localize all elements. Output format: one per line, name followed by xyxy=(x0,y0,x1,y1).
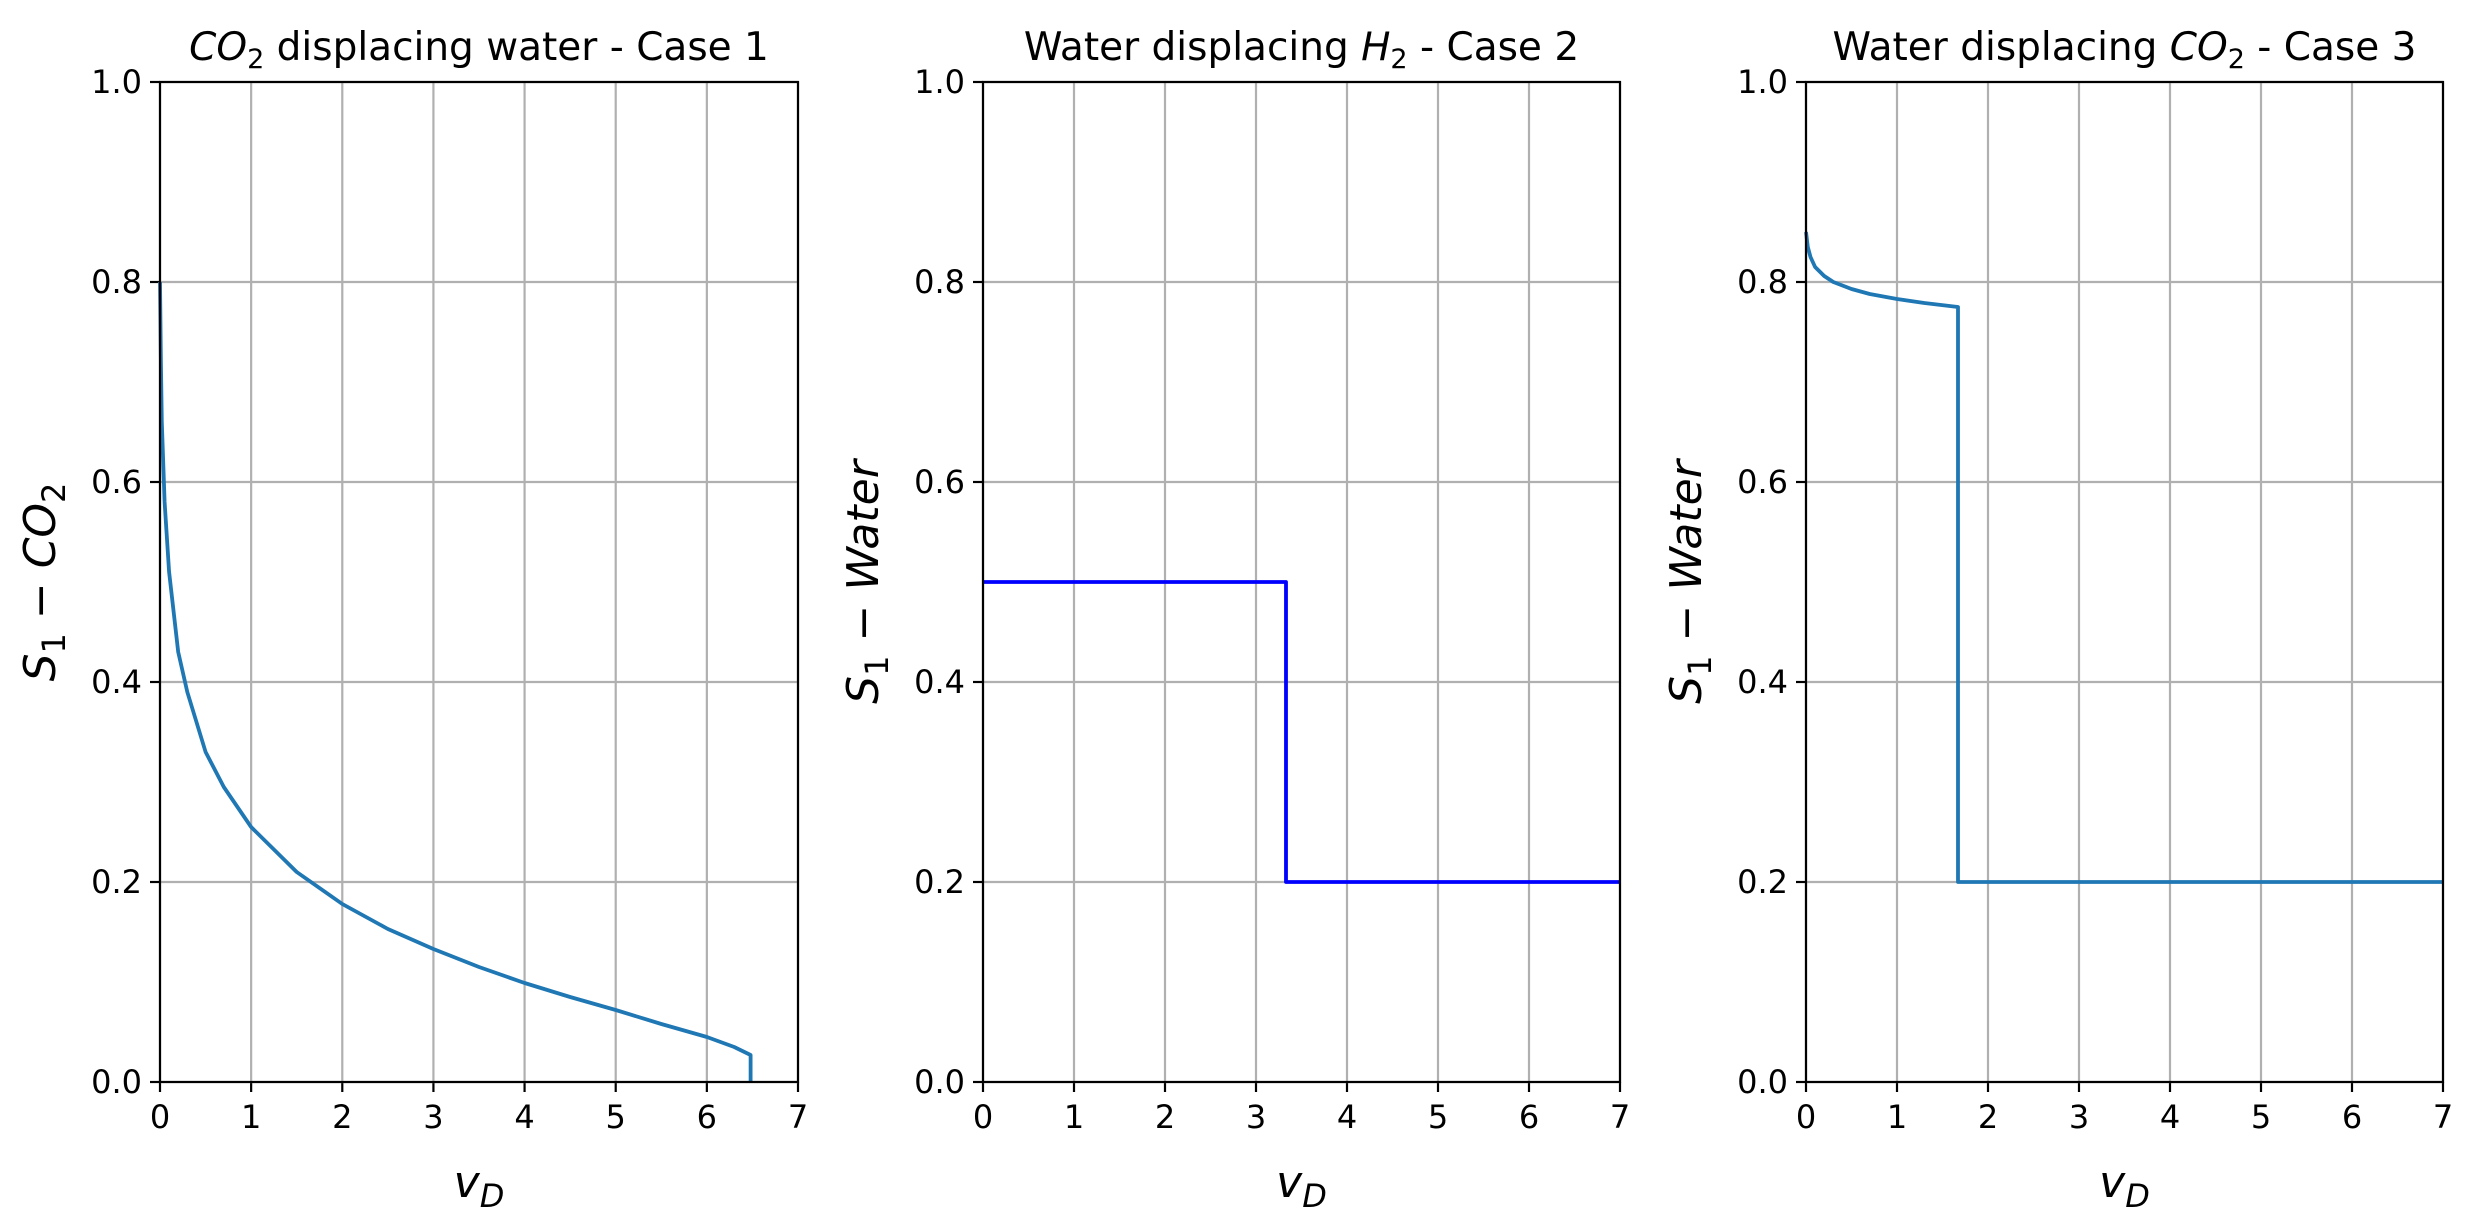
series-line-1 xyxy=(983,580,1620,884)
y-tick-label: 0.8 xyxy=(914,263,965,301)
series-line-1 xyxy=(158,281,753,1082)
y-axis-label-subscript: 1 xyxy=(35,633,73,653)
x-tick-label: 0 xyxy=(150,1098,170,1136)
x-tick-label: 4 xyxy=(514,1098,534,1136)
chart-title: Water displacing CO2 - Case 3 xyxy=(1833,25,2417,75)
x-tick-label: 7 xyxy=(788,1098,808,1136)
x-tick-label: 5 xyxy=(606,1098,626,1136)
x-tick-label: 7 xyxy=(2433,1098,2453,1136)
x-tick-label: 6 xyxy=(2342,1098,2362,1136)
y-tick-label: 0.6 xyxy=(1737,463,1788,501)
x-tick-label: 4 xyxy=(1337,1098,1357,1136)
y-axis-label-species: Water xyxy=(1661,457,1712,590)
x-tick-label: 3 xyxy=(2069,1098,2089,1136)
y-tick-label: 0.4 xyxy=(1737,663,1788,701)
x-axis-label: vD xyxy=(2099,1157,2150,1215)
axes-frame xyxy=(1804,80,2445,1084)
x-tick-label: 1 xyxy=(1064,1098,1084,1136)
y-tick-label: 1.0 xyxy=(1737,63,1788,101)
y-tick-label: 0.6 xyxy=(914,463,965,501)
y-tick-label: 1.0 xyxy=(91,63,142,101)
y-tick-label: 1.0 xyxy=(914,63,965,101)
title-text: displacing water - Case 1 xyxy=(264,25,769,70)
y-axis-label: S1 − CO2 xyxy=(15,483,73,682)
x-axis-label-main: v xyxy=(454,1157,481,1208)
x-tick-label: 2 xyxy=(1155,1098,1175,1136)
x-tick-label: 1 xyxy=(1887,1098,1907,1136)
x-tick-label: 1 xyxy=(241,1098,261,1136)
y-axis-label-main: S xyxy=(15,653,66,681)
title-subscript: 2 xyxy=(2228,44,2245,75)
x-tick-label: 3 xyxy=(423,1098,443,1136)
title-text: - Case 2 xyxy=(1408,25,1580,70)
x-tick-label: 2 xyxy=(1978,1098,1998,1136)
chart-panel-2: 0 1 2 3 4 5 6 7 0.0 0.2 0.4 0.6 0.8 1.0 Water displaci… xyxy=(838,25,1630,1215)
x-tick-label: 0 xyxy=(1796,1098,1816,1136)
y-tick-label: 0.4 xyxy=(91,663,142,701)
y-axis-label-subscript: 1 xyxy=(1681,656,1719,676)
y-axis-label-species: CO xyxy=(15,503,66,568)
y-axis-label: S1 − Water xyxy=(1661,457,1719,704)
axes-frame xyxy=(158,80,800,1084)
x-axis-label-subscript: D xyxy=(1302,1177,1327,1215)
x-tick-label: 6 xyxy=(697,1098,717,1136)
x-axis-label-main: v xyxy=(2099,1157,2126,1208)
chart-title: Water displacing H2 - Case 2 xyxy=(1024,25,1579,75)
chart-title: CO2 displacing water - Case 1 xyxy=(189,25,769,75)
y-tick-label: 0.8 xyxy=(91,263,142,301)
x-tick-label: 4 xyxy=(2160,1098,2180,1136)
title-math: CO xyxy=(189,25,247,70)
y-axis-label-minus: − xyxy=(15,568,66,633)
x-axis-label-subscript: D xyxy=(480,1177,505,1215)
title-text: Water displacing xyxy=(1024,25,1361,70)
x-tick-label: 2 xyxy=(332,1098,352,1136)
x-axis-label-subscript: D xyxy=(2125,1177,2150,1215)
x-tick-label: 7 xyxy=(1610,1098,1630,1136)
title-subscript: 2 xyxy=(1390,44,1407,75)
x-tick-label: 5 xyxy=(1428,1098,1448,1136)
y-axis-label: S1 − Water xyxy=(838,457,896,704)
y-axis-label-main: S xyxy=(838,676,889,704)
x-axis-label: vD xyxy=(454,1157,505,1215)
y-axis-label-species: Water xyxy=(838,457,889,590)
x-axis-label-main: v xyxy=(1276,1157,1303,1208)
y-tick-label: 0.2 xyxy=(914,863,965,901)
y-tick-label: 0.2 xyxy=(1737,863,1788,901)
y-tick-label: 0.8 xyxy=(1737,263,1788,301)
y-axis-label-minus: − xyxy=(838,591,889,656)
series-line-1 xyxy=(1804,231,2443,884)
y-axis-label-main: S xyxy=(1661,676,1712,704)
x-axis-label: vD xyxy=(1276,1157,1327,1215)
y-tick-label: 0.6 xyxy=(91,463,142,501)
x-tick-label: 6 xyxy=(1519,1098,1539,1136)
x-tick-label: 0 xyxy=(973,1098,993,1136)
y-tick-label: 0.0 xyxy=(91,1063,142,1101)
x-tick-label: 3 xyxy=(1246,1098,1266,1136)
x-tick-label: 5 xyxy=(2251,1098,2271,1136)
y-tick-label: 0.2 xyxy=(91,863,142,901)
title-math: H xyxy=(1361,25,1390,70)
title-math: CO xyxy=(2170,25,2228,70)
title-text: Water displacing xyxy=(1833,25,2170,70)
axes-frame xyxy=(981,80,1622,1084)
y-axis-label-subscript: 1 xyxy=(858,656,896,676)
title-subscript: 2 xyxy=(247,44,264,75)
y-axis-label-species-subscript: 2 xyxy=(35,483,73,503)
chart-panel-3: 0 1 2 3 4 5 6 7 0.0 0.2 0.4 0.6 0.8 1.0 Water displaci… xyxy=(1661,25,2453,1215)
y-tick-label: 0.4 xyxy=(914,663,965,701)
title-text: - Case 3 xyxy=(2245,25,2417,70)
y-tick-label: 0.0 xyxy=(914,1063,965,1101)
y-axis-label-minus: − xyxy=(1661,591,1712,656)
y-tick-label: 0.0 xyxy=(1737,1063,1788,1101)
